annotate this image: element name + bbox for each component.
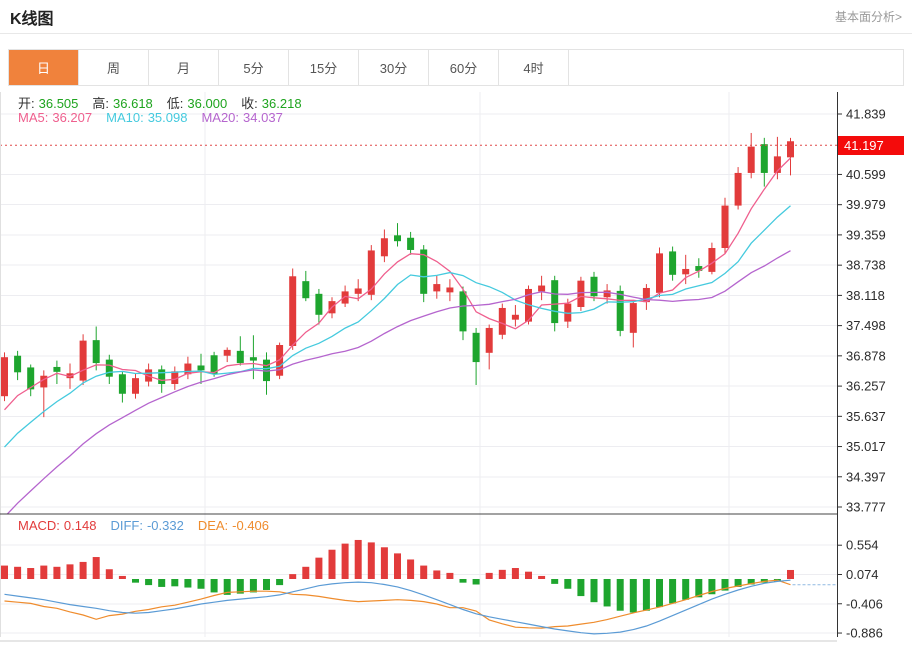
- candlestick-chart-svg: 41.839 40.599 39.979 39.359 38.738 38.118 37.4…: [0, 92, 886, 642]
- svg-text:38.118: 38.118: [846, 288, 885, 303]
- legend-value: 36.618: [113, 96, 153, 111]
- legend-label: MA5:: [18, 110, 49, 125]
- legend-label: 低:: [166, 96, 184, 111]
- tab-4时[interactable]: 4时: [499, 50, 569, 85]
- tab-月[interactable]: 月: [149, 50, 219, 85]
- legend-value: 36.207: [52, 110, 93, 125]
- page-title: K线图: [10, 10, 54, 28]
- legend-label: MACD:: [18, 518, 60, 533]
- current-price-badge: 41.197: [838, 136, 904, 155]
- svg-text:39.359: 39.359: [846, 227, 886, 242]
- ma10-line: [4, 205, 791, 448]
- svg-text:34.397: 34.397: [846, 469, 886, 484]
- legend-label: MA20:: [201, 110, 240, 125]
- diff-line: [4, 579, 791, 635]
- interval-tab-bar: 日周月 5分 15分 30分 60分 4时: [8, 49, 904, 86]
- svg-text:0.074: 0.074: [846, 567, 879, 582]
- svg-text:33.777: 33.777: [846, 500, 886, 515]
- legend-label: DIFF:: [110, 518, 143, 533]
- svg-text:36.257: 36.257: [846, 379, 886, 394]
- legend-value: 36.218: [261, 96, 302, 111]
- candles-layer: [1, 132, 794, 418]
- legend-label: 开:: [18, 96, 35, 111]
- price-axis: 41.839 40.599 39.979 39.359 38.738 38.118 37.4…: [837, 107, 886, 641]
- legend-label: MA10:: [106, 110, 144, 125]
- tab-5分[interactable]: 5分: [219, 50, 289, 85]
- gridlines-layer: [0, 92, 837, 637]
- tab-60分[interactable]: 60分: [429, 50, 499, 85]
- legend-label: 高:: [92, 96, 110, 111]
- svg-text:35.637: 35.637: [846, 409, 886, 424]
- tab-日[interactable]: 日: [9, 50, 79, 85]
- svg-text:-0.406: -0.406: [846, 596, 883, 611]
- ma20-line: [6, 250, 791, 514]
- svg-text:36.878: 36.878: [846, 348, 886, 363]
- svg-text:41.839: 41.839: [846, 107, 886, 122]
- svg-text:38.738: 38.738: [846, 258, 886, 273]
- kline-chart-area[interactable]: 41.839 40.599 39.979 39.359 38.738 38.118 37.4…: [0, 87, 912, 644]
- macd-legend: MACD: 0.148 DIFF: -0.332 DEA: -0.406: [18, 518, 283, 533]
- tab-30分[interactable]: 30分: [359, 50, 429, 85]
- macd-histogram: [1, 539, 794, 613]
- ohlc-legend: 开: 36.505 高: 36.618 低: 36.000 收: 36.218: [18, 93, 316, 112]
- legend-value: -0.332: [146, 518, 184, 533]
- ma-legend: MA5: 36.207 MA10: 35.098 MA20: 34.037: [18, 110, 297, 125]
- tab-15分[interactable]: 15分: [289, 50, 359, 85]
- ma5-line: [4, 157, 791, 411]
- page-header: K线图 基本面分析>: [0, 0, 912, 34]
- tab-周[interactable]: 周: [79, 50, 149, 85]
- legend-value: -0.406: [232, 518, 270, 533]
- svg-text:37.498: 37.498: [846, 318, 886, 333]
- legend-value: 34.037: [243, 110, 283, 125]
- svg-text:40.599: 40.599: [846, 167, 886, 182]
- legend-label: 收:: [241, 96, 258, 111]
- legend-value: 36.000: [187, 96, 228, 111]
- dea-line: [4, 579, 791, 629]
- svg-text:0.554: 0.554: [846, 538, 879, 553]
- fundamental-analysis-link[interactable]: 基本面分析>: [834, 10, 902, 24]
- legend-value: 35.098: [147, 110, 188, 125]
- legend-value: 36.505: [38, 96, 79, 111]
- legend-value: 0.148: [63, 518, 97, 533]
- svg-text:35.017: 35.017: [846, 439, 886, 454]
- svg-text:-0.886: -0.886: [846, 626, 883, 641]
- svg-text:39.979: 39.979: [846, 197, 886, 212]
- legend-label: DEA:: [197, 518, 229, 533]
